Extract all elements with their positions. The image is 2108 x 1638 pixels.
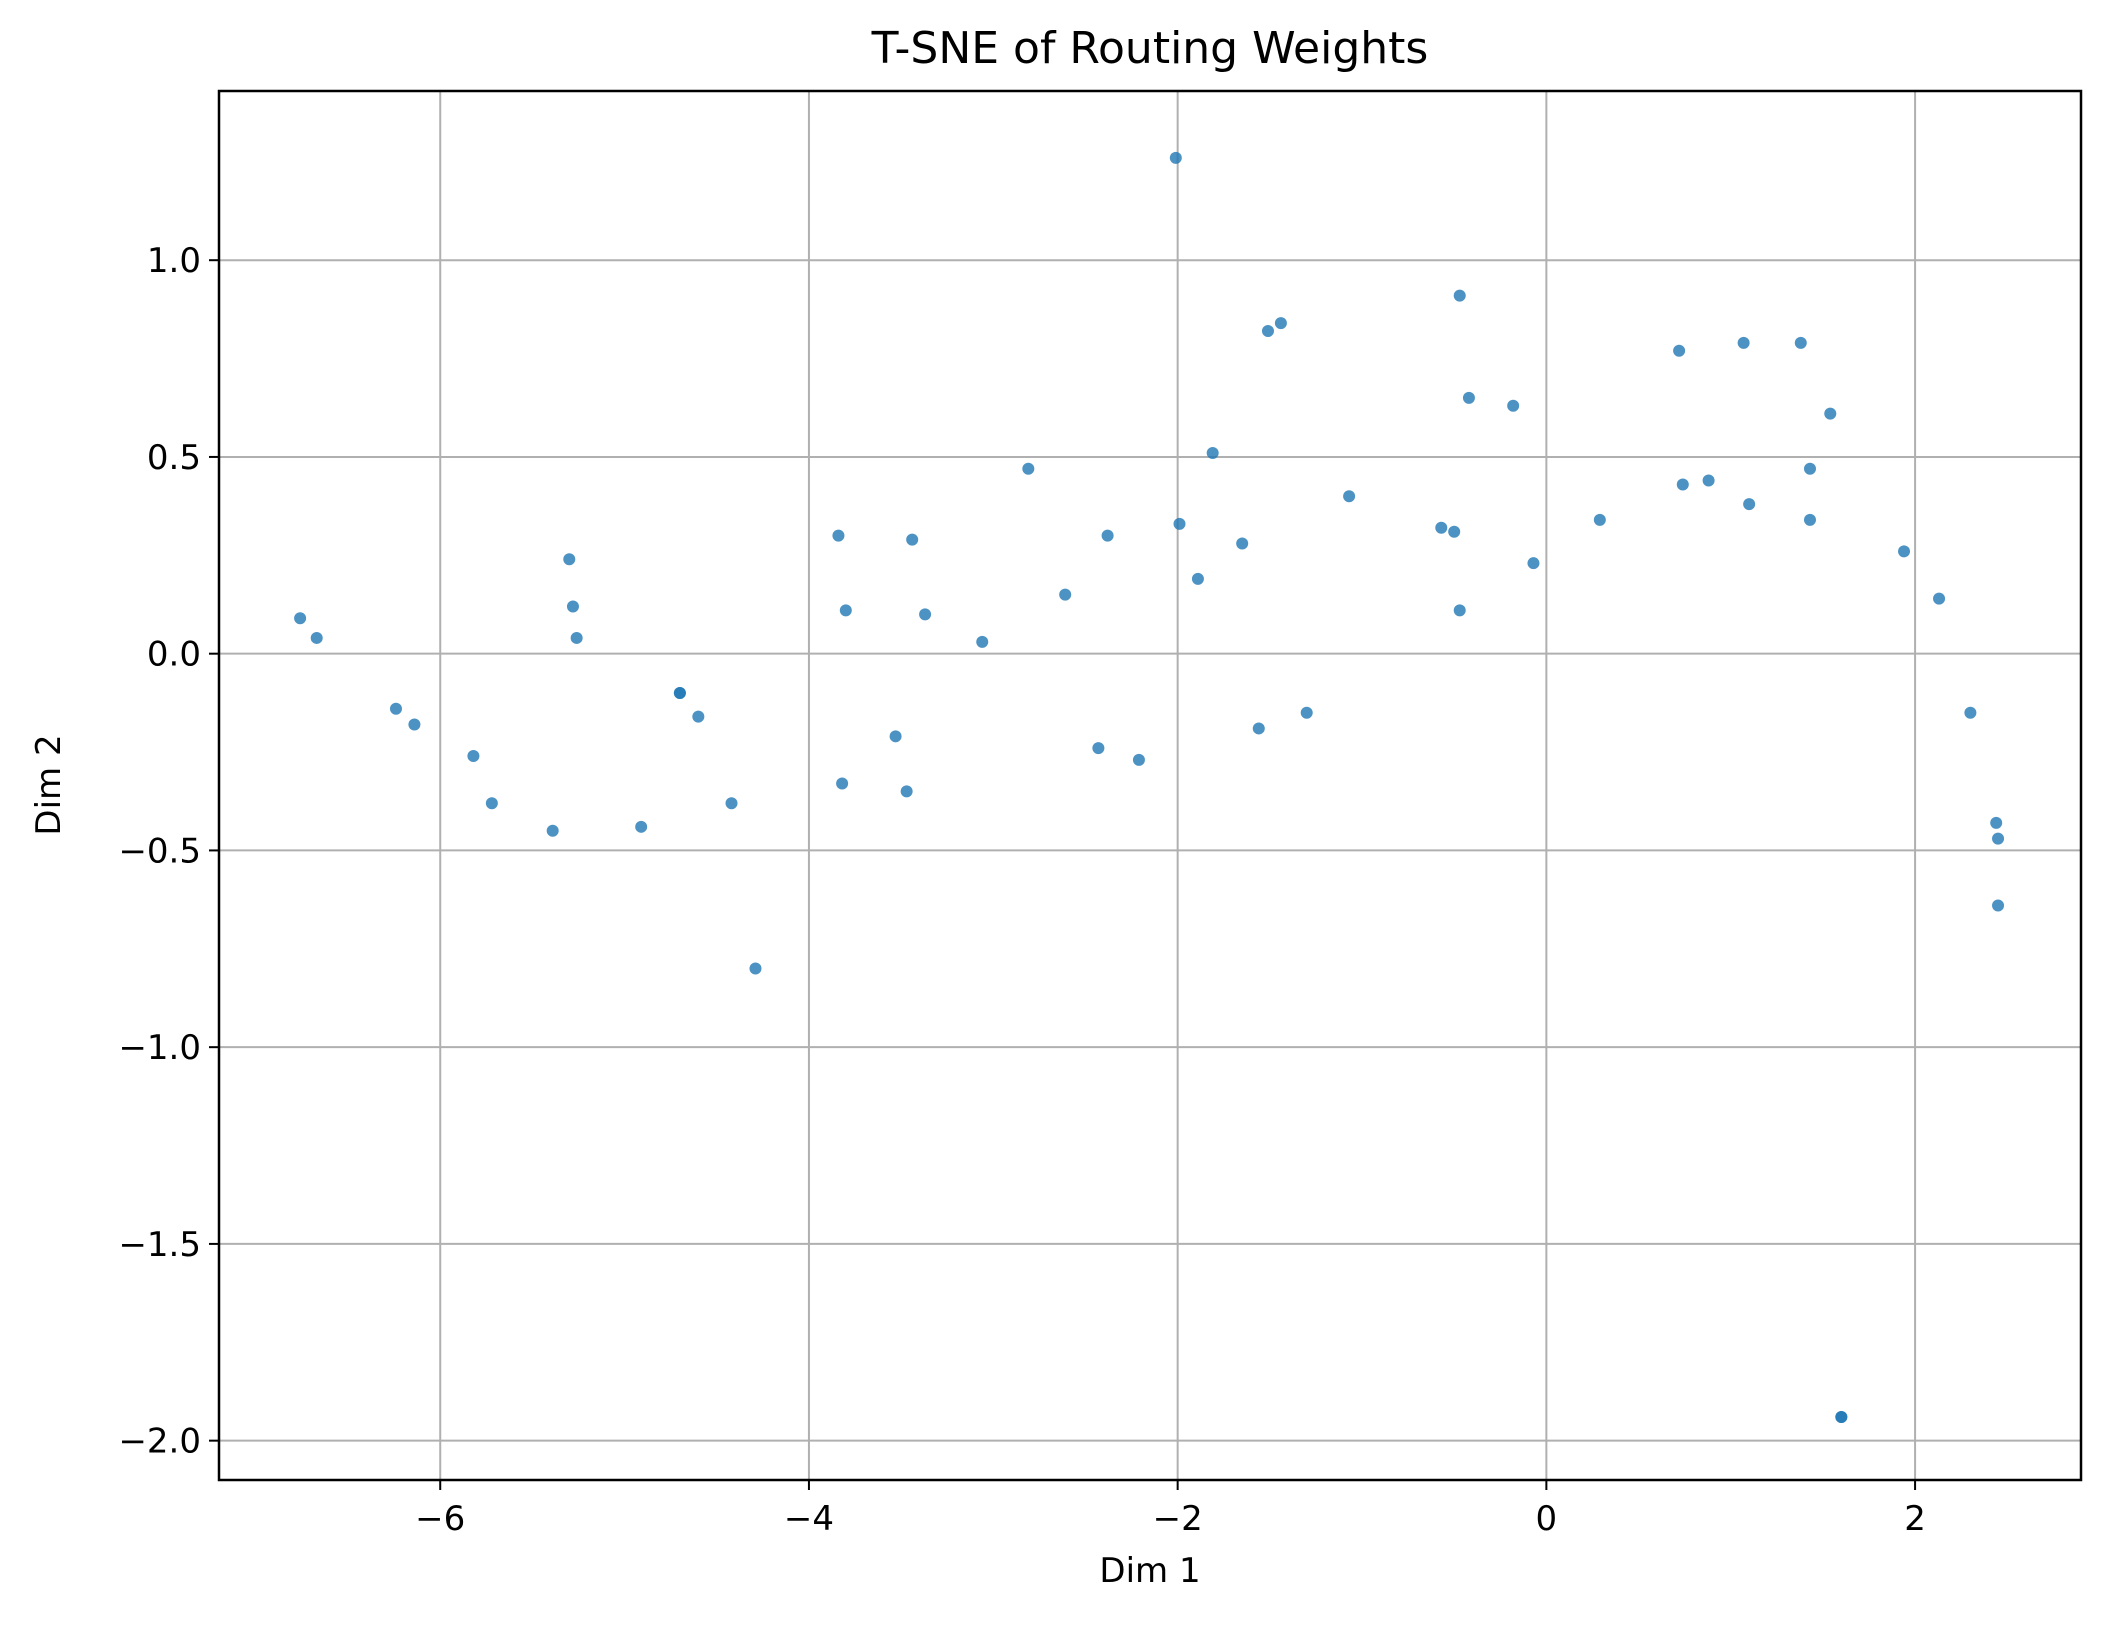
scatter-point bbox=[1593, 513, 1606, 526]
scatter-point bbox=[389, 702, 402, 715]
scatter-point bbox=[566, 600, 579, 613]
plot-frame bbox=[217, 89, 2083, 1482]
scatter-point bbox=[673, 687, 686, 700]
scatter-point bbox=[900, 785, 913, 798]
scatter-point bbox=[1059, 588, 1072, 601]
scatter-point bbox=[1206, 447, 1219, 460]
scatter-point bbox=[546, 824, 559, 837]
scatter-point bbox=[1992, 899, 2005, 912]
scatter-point bbox=[1169, 151, 1182, 164]
scatter-point bbox=[836, 777, 849, 790]
scatter-point bbox=[1453, 604, 1466, 617]
x-axis: −6 −4 −2 0 2 bbox=[415, 1480, 1926, 1539]
scatter-point bbox=[1990, 816, 2003, 829]
y-tick-label: −2.0 bbox=[118, 1422, 201, 1462]
scatter-point bbox=[692, 710, 705, 723]
scatter-point bbox=[1898, 545, 1911, 558]
scatter-point bbox=[1803, 462, 1816, 475]
scatter-point bbox=[1191, 572, 1204, 585]
scatter-point bbox=[1702, 474, 1715, 487]
scatter-point bbox=[1274, 317, 1287, 330]
scatter-point bbox=[1507, 399, 1520, 412]
scatter-point bbox=[1964, 706, 1977, 719]
scatter-point bbox=[1462, 391, 1475, 404]
scatter-point bbox=[310, 631, 323, 644]
scatter-point bbox=[294, 612, 307, 625]
scatter-point bbox=[1022, 462, 1035, 475]
scatter-point bbox=[563, 553, 576, 566]
scatter-point bbox=[1101, 529, 1114, 542]
x-tick-label: 0 bbox=[1536, 1499, 1558, 1539]
scatter-point bbox=[749, 962, 762, 975]
scatter-point bbox=[725, 797, 738, 810]
scatter-point bbox=[570, 631, 583, 644]
scatter-point bbox=[1173, 517, 1186, 530]
y-axis-label: Dim 2 bbox=[29, 734, 69, 835]
scatter-point bbox=[839, 604, 852, 617]
scatter-point bbox=[1261, 325, 1274, 338]
scatter-point bbox=[1236, 537, 1249, 550]
scatter-point bbox=[1835, 1411, 1848, 1424]
x-tick-label: −6 bbox=[415, 1499, 465, 1539]
scatter-point bbox=[1992, 832, 2005, 845]
scatter-point bbox=[889, 730, 902, 743]
scatter-point bbox=[1252, 722, 1265, 735]
x-tick-label: −4 bbox=[784, 1499, 834, 1539]
scatter-point bbox=[408, 718, 421, 731]
scatter-point bbox=[1803, 513, 1816, 526]
scatter-point bbox=[919, 608, 932, 621]
scatter-point bbox=[1673, 344, 1686, 357]
grid bbox=[219, 91, 2081, 1480]
scatter-point bbox=[635, 820, 648, 833]
scatter-point bbox=[1435, 521, 1448, 534]
scatter-point bbox=[1737, 336, 1750, 349]
y-tick-label: −0.5 bbox=[118, 831, 201, 871]
scatter-point bbox=[1132, 753, 1145, 766]
scatter-point bbox=[1300, 706, 1313, 719]
y-tick-label: −1.0 bbox=[118, 1028, 201, 1068]
y-axis: −2.0 −1.5 −1.0 −0.5 0.0 0.5 1.0 bbox=[118, 241, 219, 1462]
x-tick-label: 2 bbox=[1904, 1499, 1926, 1539]
scatter-point bbox=[485, 797, 498, 810]
scatter-point bbox=[1794, 336, 1807, 349]
scatter-point bbox=[1824, 407, 1837, 420]
y-tick-label: −1.5 bbox=[118, 1225, 201, 1265]
scatter-point bbox=[906, 533, 919, 546]
scatter-point bbox=[1676, 478, 1689, 491]
scatter-point bbox=[976, 635, 989, 648]
x-tick-label: −2 bbox=[1153, 1499, 1203, 1539]
scatter-point bbox=[1448, 525, 1461, 538]
chart-title: T-SNE of Routing Weights bbox=[871, 23, 1429, 74]
scatter-point bbox=[1743, 498, 1756, 511]
scatter-point bbox=[1092, 742, 1105, 755]
scatter-point bbox=[1343, 490, 1356, 503]
scatter-point bbox=[1527, 557, 1540, 570]
data-points bbox=[294, 151, 2005, 1424]
y-tick-label: 0.5 bbox=[147, 438, 201, 478]
y-tick-label: 0.0 bbox=[147, 635, 201, 675]
x-axis-label: Dim 1 bbox=[1099, 1551, 1200, 1591]
y-tick-label: 1.0 bbox=[147, 241, 201, 281]
scatter-point bbox=[832, 529, 845, 542]
scatter-point bbox=[1933, 592, 1946, 605]
scatter-point bbox=[1453, 289, 1466, 302]
scatter-point bbox=[467, 749, 480, 762]
